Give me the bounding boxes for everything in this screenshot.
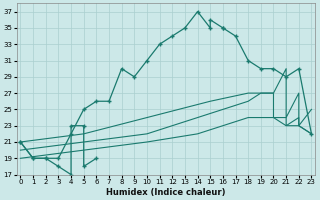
X-axis label: Humidex (Indice chaleur): Humidex (Indice chaleur) <box>106 188 226 197</box>
